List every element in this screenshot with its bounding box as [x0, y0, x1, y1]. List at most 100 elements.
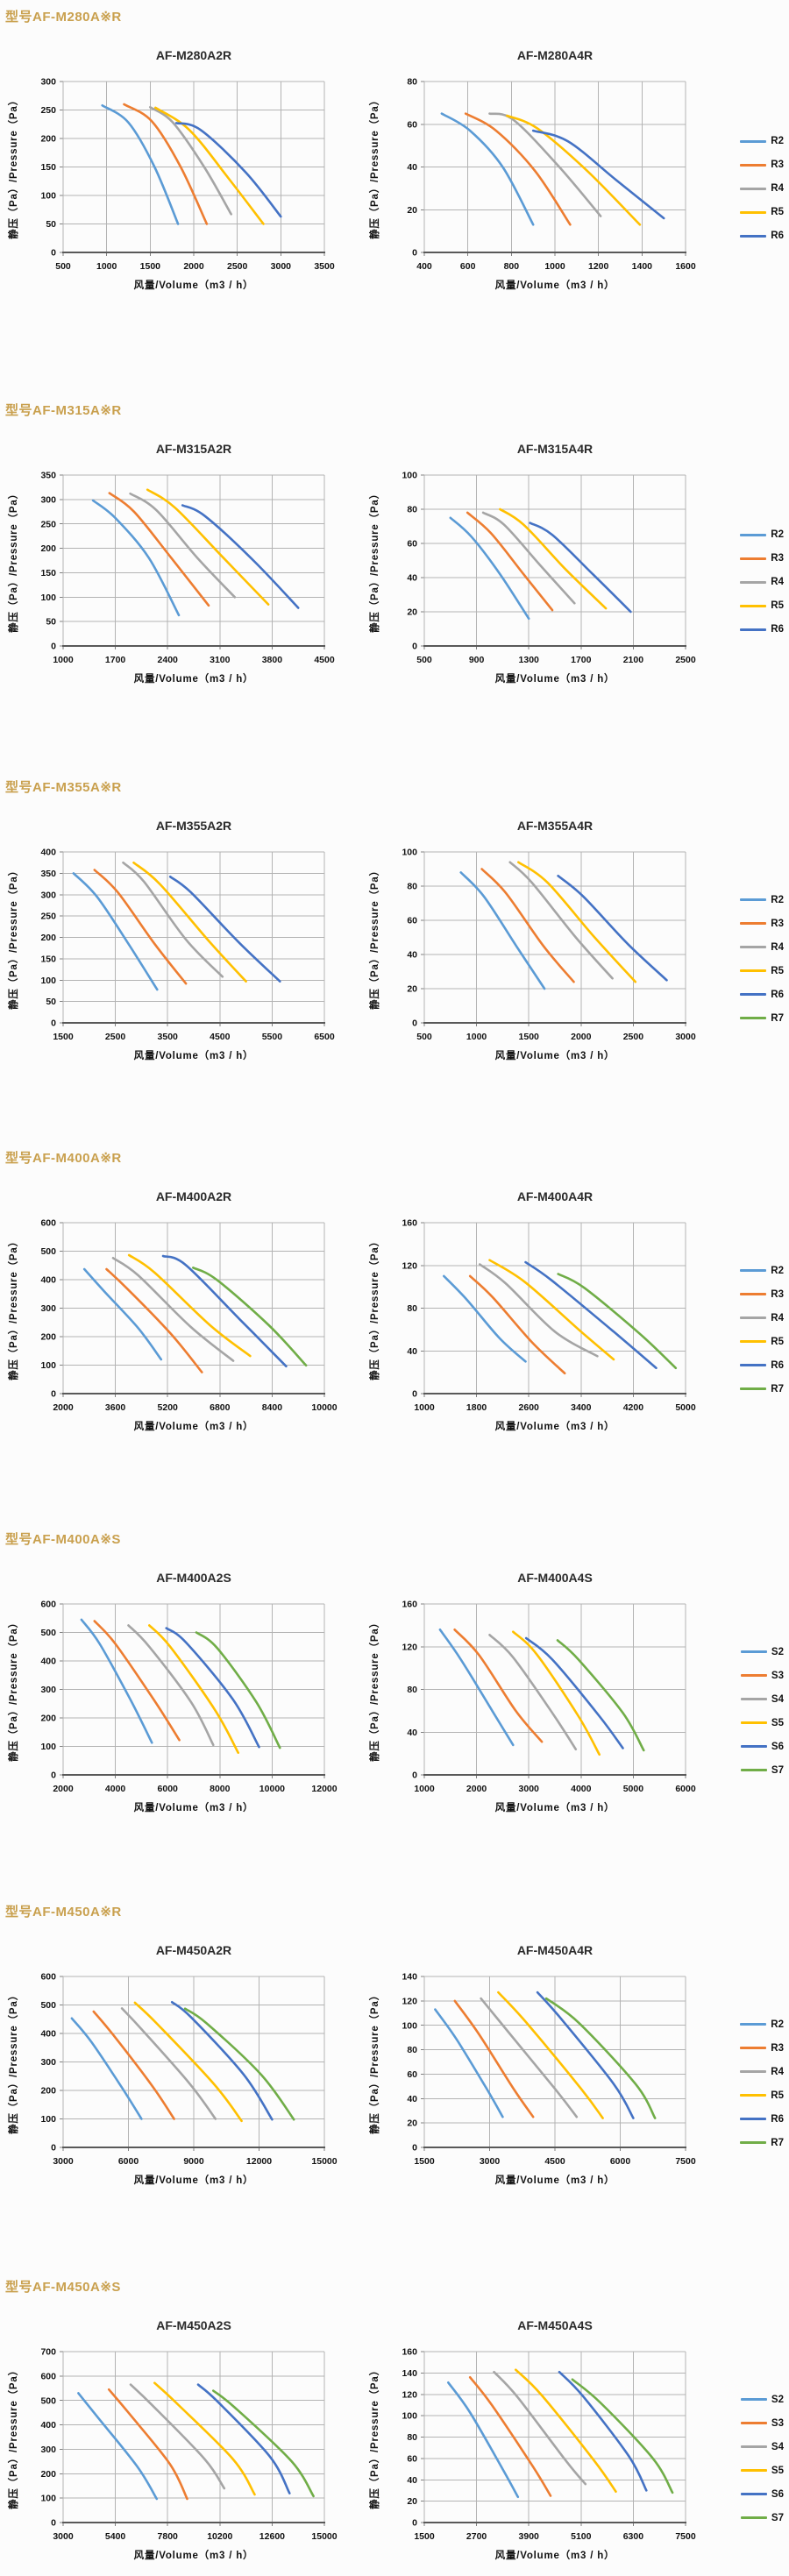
left-chart: AF-M280A2R 0 50 100 150 200 250 300 500 1000 1500…: [7, 48, 335, 306]
x-tick-label: 3000: [675, 1032, 696, 1042]
y-tick-label: 400: [40, 2420, 56, 2431]
legend-line-swatch: [740, 2398, 767, 2401]
x-tick-label: 2000: [53, 1402, 74, 1413]
x-tick-label: 900: [469, 655, 485, 665]
x-tick-label: 1000: [414, 1784, 435, 1794]
x-tick-label: 15000: [311, 2156, 337, 2167]
y-tick-label: 160: [402, 1218, 417, 1229]
y-tick-label: 0: [51, 1389, 56, 1400]
series-curve-R4: [479, 1263, 599, 1358]
chart-canvas: 0 50 100 150 200 250 300 500 1000 1500 2000 2500 300…: [7, 77, 335, 291]
chart-title: AF-M400A4S: [517, 1571, 593, 1585]
x-axis-title: 风量/Volume（m3 / h）: [495, 1420, 615, 1432]
x-tick-label: 7500: [675, 2531, 696, 2542]
chart-canvas: 0 40 80 120 160 1000 1800 2600 3400 4200 5000 风量/Vo…: [368, 1218, 696, 1432]
y-tick-label: 80: [407, 2045, 417, 2055]
y-tick-label: 500: [40, 2000, 56, 2011]
y-axis-title: 静压（Pa）/Pressure（Pa）: [368, 1617, 380, 1762]
legend-line-swatch: [740, 604, 767, 607]
y-tick-label: 100: [40, 593, 56, 603]
x-tick-label: 6000: [610, 2156, 631, 2167]
x-tick-label: 10000: [259, 1784, 285, 1794]
y-tick-label: 60: [407, 539, 417, 550]
series-curve-S7: [195, 1631, 281, 1749]
y-tick-label: 400: [40, 1657, 56, 1667]
right-chart: AF-M450A4R 0 20 40 60 80 100 120 140 1500 3000 450…: [368, 1943, 696, 2201]
chart-canvas: 0 20 40 60 80 400 600 800 1000 1200 1400 1600 风量/Vol…: [368, 77, 696, 291]
y-tick-label: 500: [40, 2395, 56, 2406]
legend-label: S7: [771, 2512, 784, 2523]
x-tick-label: 6300: [623, 2531, 644, 2542]
x-tick-label: 3100: [210, 655, 231, 665]
series-curve-R6: [170, 2001, 274, 2121]
chart-title: AF-M315A2R: [155, 442, 232, 456]
model-heading: 型号AF-M355A※R: [5, 780, 122, 795]
legend-item: R2: [740, 895, 784, 905]
x-axis-title: 风量/Volume（m3 / h）: [134, 672, 254, 685]
y-tick-label: 0: [51, 248, 56, 259]
legend-label: S6: [771, 1741, 784, 1752]
legend-item: R3: [740, 919, 784, 929]
legend-label: R6: [771, 989, 784, 1000]
left-chart: AF-M315A2R 0 50 100 150 200 250 300 350 1000 1700…: [7, 442, 335, 699]
charts-row: AF-M400A2S 0 100 200 300 400 500 600 2000 4000 60…: [7, 1571, 789, 1828]
chart-title: AF-M450A4S: [517, 2318, 593, 2332]
y-tick-label: 200: [40, 134, 56, 145]
chart-canvas: 0 20 40 60 80 100 500 1000 1500 2000 2500 3000 风量/Vo…: [368, 848, 696, 1061]
y-axis-title: 静压（Pa）/Pressure（Pa）: [7, 1990, 19, 2134]
x-tick-label: 2500: [675, 655, 696, 665]
legend-line-swatch: [740, 2094, 767, 2097]
legend-item: S5: [740, 2466, 784, 2476]
y-tick-label: 20: [407, 2496, 417, 2507]
legend-item: R3: [740, 160, 784, 170]
x-axis-title: 风量/Volume（m3 / h）: [495, 672, 615, 685]
chart-canvas: 0 40 80 120 160 1000 2000 3000 4000 5000 6000 风量/Vo…: [368, 1600, 696, 1813]
x-tick-label: 2500: [227, 261, 248, 272]
y-tick-label: 0: [412, 642, 417, 652]
legend-label: S5: [771, 1717, 784, 1728]
series-curve-R2: [101, 104, 180, 225]
legend-item: S3: [740, 2418, 784, 2429]
y-tick-label: 0: [412, 2518, 417, 2529]
y-tick-label: 600: [40, 1972, 56, 1983]
y-tick-label: 20: [407, 205, 417, 216]
series-curve-R5: [133, 2001, 243, 2123]
left-chart: AF-M355A2R 0 50 100 150 200 250 300 350 400 1500 2…: [7, 819, 335, 1076]
y-tick-label: 100: [40, 2114, 56, 2125]
legend-label: R6: [771, 624, 784, 635]
series-curve-R5: [488, 1259, 615, 1361]
x-tick-label: 1400: [632, 261, 653, 272]
series-curve-R3: [468, 1274, 566, 1375]
legend-item: S7: [740, 1765, 784, 1776]
model-heading: 型号AF-M400A※R: [5, 1151, 122, 1166]
y-tick-label: 0: [51, 2518, 56, 2529]
y-tick-label: 150: [40, 568, 56, 578]
series-curve-R4: [149, 106, 232, 216]
x-tick-label: 5000: [623, 1784, 644, 1794]
chart-legend: R2 R3 R4 R5 R6: [740, 48, 784, 306]
model-heading: 型号AF-M400A※S: [5, 1532, 121, 1547]
series-curve-R5: [154, 106, 265, 225]
x-tick-label: 12000: [246, 2156, 272, 2167]
x-axis-title: 风量/Volume（m3 / h）: [495, 2174, 615, 2186]
series-curve-R4: [508, 861, 614, 980]
legend-line-swatch: [740, 1674, 767, 1677]
x-tick-label: 3000: [271, 261, 292, 272]
model-section: 型号AF-M400A※S AF-M400A2S 0 100 200 300 400 500…: [0, 1522, 789, 1895]
legend-label: R6: [771, 231, 784, 241]
y-tick-label: 0: [412, 1389, 417, 1400]
series-curve-R7: [557, 1273, 678, 1370]
series-curve-R3: [453, 1999, 535, 2118]
y-tick-label: 350: [40, 471, 56, 481]
series-curve-R2: [434, 2008, 504, 2118]
series-curve-R7: [183, 2007, 295, 2121]
x-axis-title: 风量/Volume（m3 / h）: [495, 2549, 615, 2561]
legend-line-swatch: [740, 139, 767, 143]
legend-label: S3: [771, 1670, 784, 1681]
series-curve-R5: [146, 488, 270, 606]
series-curve-R5: [506, 114, 642, 226]
chart-canvas: 0 100 200 300 400 500 600 700 3000 5400 7800 10200 1…: [7, 2347, 338, 2561]
series-curve-R3: [123, 103, 209, 225]
legend-label: R2: [771, 136, 784, 146]
x-tick-label: 3500: [314, 261, 335, 272]
